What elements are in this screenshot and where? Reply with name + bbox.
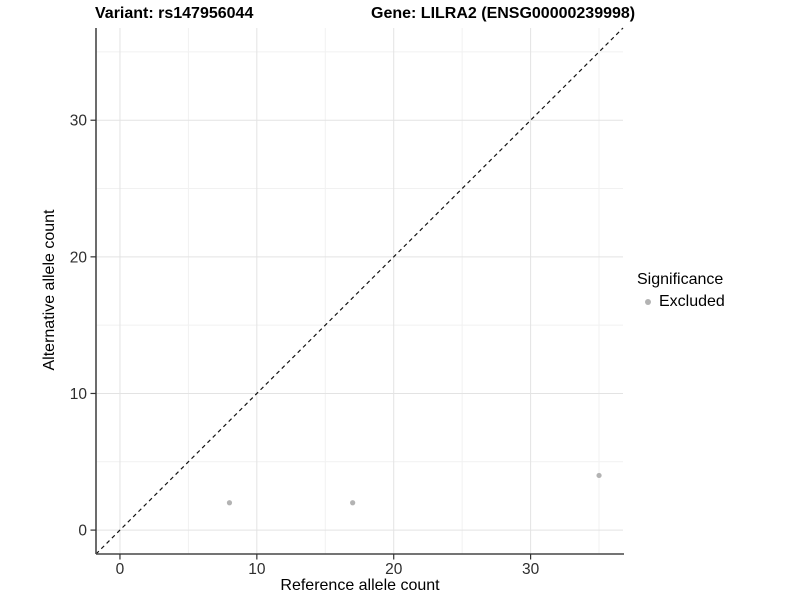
data-point: [350, 500, 356, 506]
x-tick-label: 0: [116, 561, 125, 578]
identity-line: [95, 27, 624, 555]
excluded-point-icon: [645, 299, 651, 305]
legend: Significance Excluded: [637, 271, 725, 312]
variant-title: Variant: rs147956044: [95, 5, 254, 22]
y-tick-label: 0: [78, 523, 87, 540]
legend-item-excluded: Excluded: [637, 292, 725, 312]
x-tick-label: 30: [522, 561, 540, 578]
gene-title: Gene: LILRA2 (ENSG00000239998): [371, 5, 636, 22]
x-tick-label: 20: [385, 561, 403, 578]
y-tick-label: 30: [70, 113, 88, 130]
legend-key: [637, 292, 659, 312]
x-axis-title: Reference allele count: [280, 577, 440, 594]
data-point: [596, 472, 602, 479]
y-tick-label: 10: [70, 386, 88, 403]
legend-title: Significance: [637, 271, 724, 288]
legend-item-label: Excluded: [659, 293, 725, 310]
data-point: [226, 500, 233, 506]
y-axis-title: Alternative allele count: [41, 209, 58, 371]
y-tick-label: 20: [70, 249, 88, 266]
x-tick-label: 10: [248, 561, 266, 578]
